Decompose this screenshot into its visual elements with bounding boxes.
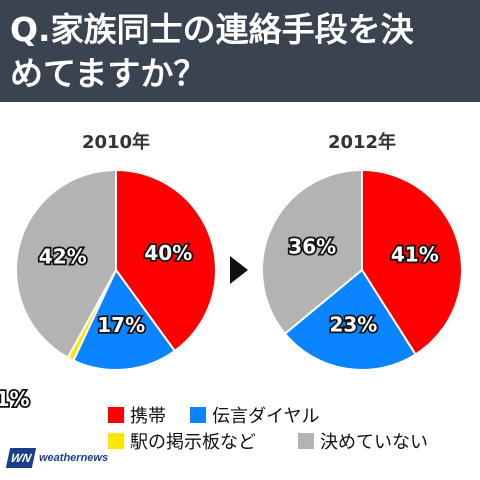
legend-swatch-undecided [298,433,314,449]
pie-slice-label: 17% [97,313,145,337]
legend-item-mobile: 携帯 [108,402,166,428]
pie-slice-label: 1% [0,387,30,411]
legend-label-station-board: 駅の掲示板など [130,432,256,453]
legend-swatch-station-board [108,433,124,449]
pie-slice-label: 41% [391,243,439,267]
legend-item-message-dial: 伝言ダイヤル [190,402,319,428]
legend-label-undecided: 決めていない [320,432,428,453]
pie-title: 2012年 [328,131,396,153]
legend-swatch-mobile [108,407,124,423]
pie-chart-2012年: 2012年 41% 23% 36% [261,131,463,371]
question-title-line2: めてますか？ [10,54,207,93]
legend-item-undecided: 決めていない [298,428,428,454]
pie-slice-label: 36% [288,235,336,259]
pie-slice-label: 23% [329,312,377,336]
legend-item-station-board: 駅の掲示板など [108,428,256,454]
pie-charts: 2010年 40% 17% 1% 42% 2012年 41% 23% 36% [0,131,463,413]
wn-logo-text: weathernews [39,452,109,464]
pie-outline [261,169,463,371]
pie-slice-label: 42% [39,244,87,268]
pie-chart-2010年: 2010年 40% 17% 1% 42% [0,131,217,413]
pie-slice-label: 40% [144,241,192,265]
weathernews-logo: WN weathernews [5,448,109,468]
right-triangle-icon [230,256,248,284]
header-bar: Q.家族同士の連絡手段を決 めてますか？ [0,0,480,102]
legend-swatch-message-dial [190,407,206,423]
legend-label-message-dial: 伝言ダイヤル [212,406,320,427]
pie-outline [15,169,217,371]
pie-title: 2010年 [82,131,150,153]
wn-logo-mark: WN [5,448,37,468]
legend-label-mobile: 携帯 [130,406,166,427]
question-title-line1: Q.家族同士の連絡手段を決 [10,10,414,49]
